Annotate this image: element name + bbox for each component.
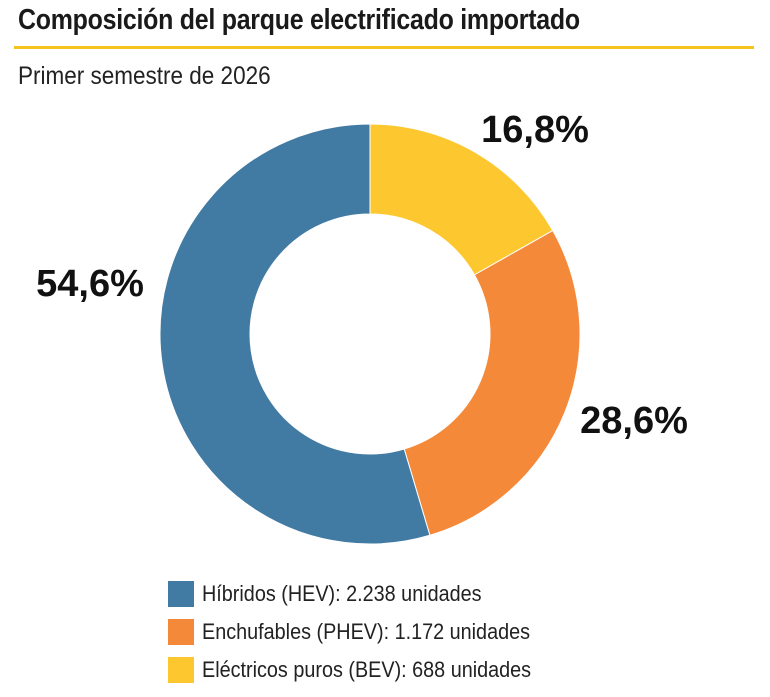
legend-label-hev: Híbridos (HEV): 2.238 unidades [202,581,482,606]
legend: Híbridos (HEV): 2.238 unidades Enchufabl… [168,575,568,689]
legend-item-phev: Enchufables (PHEV): 1.172 unidades [168,613,568,651]
legend-label-phev: Enchufables (PHEV): 1.172 unidades [202,619,531,644]
slice-hev [159,123,431,545]
slice-bev [369,123,554,276]
title-underline [14,46,754,49]
pct-label-bev: 16,8% [481,109,589,151]
pct-label-phev: 28,6% [580,400,688,442]
pct-label-hev: 54,6% [36,263,144,305]
legend-swatch-phev [168,619,194,645]
legend-label-bev: Eléctricos puros (BEV): 688 unidades [202,657,532,682]
slice-phev [403,229,581,536]
chart-title: Composición del parque electrificado imp… [18,4,580,36]
chart-subtitle: Primer semestre de 2026 [18,62,271,90]
legend-item-bev: Eléctricos puros (BEV): 688 unidades [168,651,568,689]
legend-item-hev: Híbridos (HEV): 2.238 unidades [168,575,568,613]
legend-swatch-hev [168,581,194,607]
legend-swatch-bev [168,657,194,683]
